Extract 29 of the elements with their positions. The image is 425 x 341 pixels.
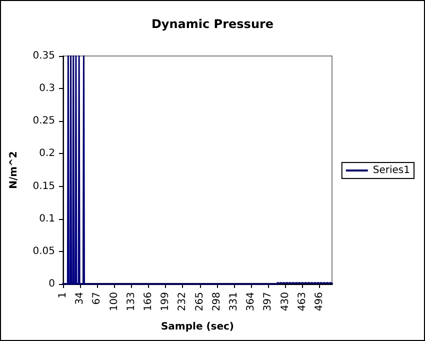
x-tick-label: 34 bbox=[74, 292, 86, 305]
chart-title: Dynamic Pressure bbox=[151, 17, 274, 31]
x-tick-label: 364 bbox=[246, 292, 257, 312]
x-tick-label: 1 bbox=[58, 292, 68, 298]
x-tick-label: 331 bbox=[228, 292, 240, 312]
line-series bbox=[62, 55, 333, 285]
x-tick-label: 100 bbox=[108, 292, 120, 312]
x-tick-label: 67 bbox=[92, 292, 103, 305]
y-tick-label: 0.1 bbox=[39, 213, 55, 224]
y-axis-title: N/m^2 bbox=[8, 151, 20, 189]
x-tick-label: 199 bbox=[160, 292, 172, 312]
x-tick-label: 430 bbox=[280, 292, 291, 312]
x-tick-label: 463 bbox=[296, 292, 308, 312]
x-tick-label: 397 bbox=[262, 292, 274, 312]
x-tick-label: 232 bbox=[177, 292, 188, 312]
y-tick-label: 0.2 bbox=[39, 148, 55, 160]
x-tick-label: 265 bbox=[194, 292, 206, 312]
y-tick-label: 0.35 bbox=[32, 50, 55, 62]
x-tick-label: 496 bbox=[314, 292, 326, 312]
x-axis-title: Sample (sec) bbox=[160, 322, 234, 332]
y-tick-label: 0.15 bbox=[32, 180, 55, 192]
y-tick-label: 0.25 bbox=[32, 116, 55, 127]
x-tick-label: 166 bbox=[143, 292, 154, 312]
y-tick-label: 0.3 bbox=[39, 83, 55, 94]
x-tick-label: 298 bbox=[211, 292, 222, 312]
y-tick-label: 0 bbox=[48, 278, 55, 290]
y-tick-label: 0.05 bbox=[32, 246, 55, 257]
legend-label: Series1 bbox=[372, 165, 410, 176]
x-tick-label: 133 bbox=[126, 292, 137, 312]
